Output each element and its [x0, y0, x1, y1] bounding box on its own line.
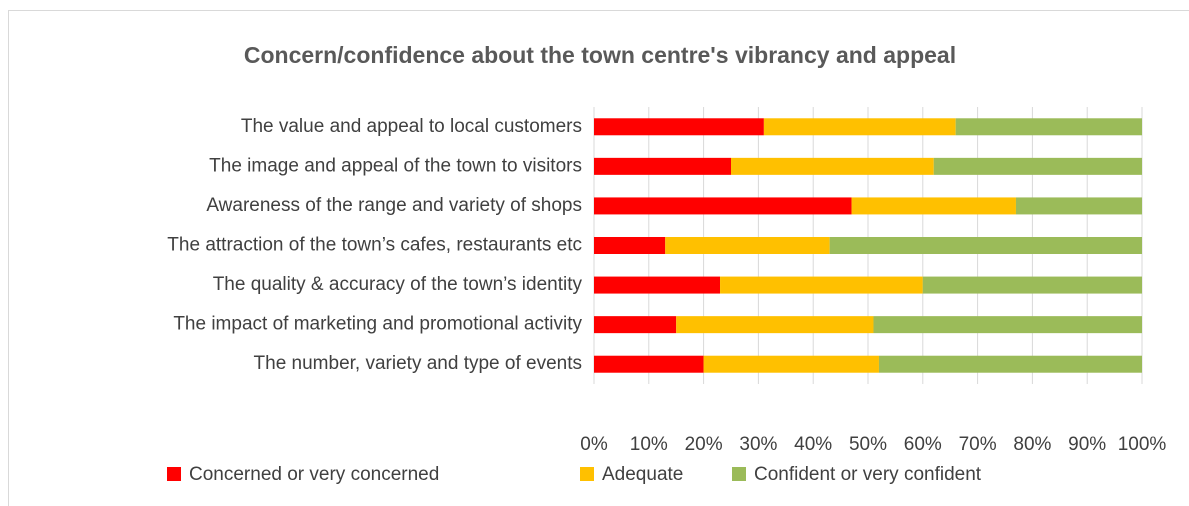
bar-segment [676, 316, 874, 334]
x-tick-label: 30% [739, 434, 777, 455]
x-tick-label: 80% [1013, 434, 1051, 455]
x-tick-label: 0% [580, 434, 608, 455]
bar-segment [594, 355, 704, 373]
bar-segment [594, 276, 721, 294]
x-tick-label: 90% [1068, 434, 1106, 455]
bar-segment [922, 276, 1142, 294]
bar-segment [594, 118, 764, 136]
y-tick-label: The quality & accuracy of the town’s ide… [213, 274, 583, 295]
legend-swatch [732, 467, 746, 481]
y-tick-label: The impact of marketing and promotional … [173, 314, 582, 335]
legend-swatch [580, 467, 594, 481]
bar-segment [851, 197, 1016, 215]
x-tick-label: 70% [959, 434, 997, 455]
bar-segment [1015, 197, 1142, 215]
x-tick-label: 50% [849, 434, 887, 455]
bar-segment [829, 237, 1142, 254]
legend-swatch [167, 467, 181, 481]
y-tick-label: The value and appeal to local customers [241, 116, 582, 137]
chart-title: Concern/confidence about the town centre… [244, 42, 956, 68]
bar-segment [594, 237, 666, 254]
y-tick-label: The image and appeal of the town to visi… [209, 155, 582, 176]
bar-segment [594, 157, 731, 175]
bar-segment [703, 355, 879, 373]
y-tick-label: Awareness of the range and variety of sh… [206, 195, 582, 216]
x-tick-label: 100% [1118, 434, 1167, 455]
x-tick-label: 40% [794, 434, 832, 455]
bar-segment [665, 237, 830, 254]
bar-segment [878, 355, 1142, 373]
y-tick-label: The number, variety and type of events [254, 353, 582, 374]
bar-segment [763, 118, 956, 136]
y-tick-label: The attraction of the town’s cafes, rest… [167, 235, 582, 256]
chart-border [8, 10, 1189, 506]
bar-segment [933, 157, 1142, 175]
legend-label: Confident or very confident [754, 464, 982, 485]
legend-label: Concerned or very concerned [189, 464, 439, 485]
bar-segment [731, 157, 934, 175]
x-tick-label: 60% [904, 434, 942, 455]
bar-segment [873, 316, 1142, 334]
bar-segment [594, 197, 852, 215]
bar-segment [955, 118, 1142, 136]
bar-segment [594, 316, 677, 334]
bar-segment [720, 276, 923, 294]
x-tick-label: 10% [630, 434, 668, 455]
x-tick-label: 20% [685, 434, 723, 455]
legend-label: Adequate [602, 464, 683, 485]
